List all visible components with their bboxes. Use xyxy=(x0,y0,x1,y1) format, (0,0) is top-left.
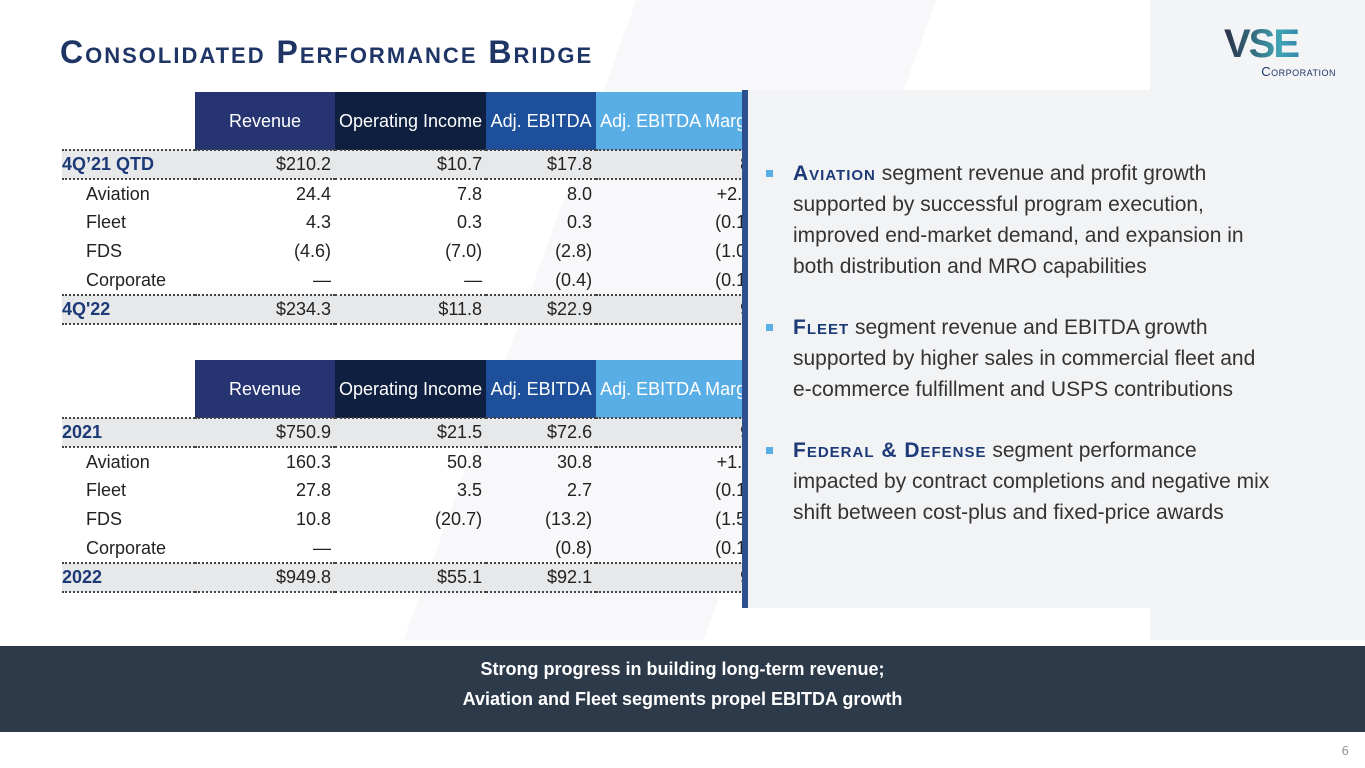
cell-value: $10.7 xyxy=(335,150,487,179)
summary-line: Aviation and Fleet segments propel EBITD… xyxy=(462,689,903,709)
annual-bridge-table: Revenue Operating Income Adj. EBITDA Adj. E… xyxy=(62,360,786,593)
logo-sub: Corporation xyxy=(1261,64,1336,79)
cell-value: (2.8) xyxy=(555,241,593,261)
cell-value: 10.8 xyxy=(295,509,331,529)
column-header: Adj. EBITDA xyxy=(486,92,597,150)
quarterly-bridge-table: Revenue Operating Income Adj. EBITDA Adj. E… xyxy=(62,92,786,325)
cell-value: 50.8 xyxy=(447,451,483,472)
bullet-aviation: Aviation segment revenue and profit grow… xyxy=(766,158,1272,282)
row-label: Aviation xyxy=(86,451,150,472)
total-row: 2021$750.9$21.5$72.69.7% xyxy=(62,418,786,447)
cell-value: (20.7) xyxy=(435,509,483,529)
cell-value: (0.4) xyxy=(486,266,597,296)
cell-value: 8.0 xyxy=(567,183,593,204)
bullet-text: segment revenue and EBITDA growth suppor… xyxy=(793,316,1256,401)
row-label: Fleet xyxy=(86,480,127,500)
bullet-head: Federal & Defense xyxy=(793,439,987,462)
cell-value: $21.5 xyxy=(335,418,487,447)
table-row: Corporate—(0.8)(0.1) pts xyxy=(62,534,786,564)
cell-value: 24.4 xyxy=(295,183,331,204)
row-label: Aviation xyxy=(86,183,150,204)
cell-value: $949.8 xyxy=(195,563,335,592)
logo-main: VSE xyxy=(1224,24,1336,64)
cell-value: $17.8 xyxy=(486,150,597,179)
column-header: Operating Income xyxy=(335,92,487,150)
column-header: Adj. EBITDA xyxy=(486,360,597,418)
bullet-fleet: Fleet segment revenue and EBITDA growth … xyxy=(766,312,1272,405)
cell-value: $92.1 xyxy=(486,563,597,592)
vse-logo: VSE Corporation xyxy=(1224,24,1336,80)
cell-value xyxy=(335,534,487,564)
row-label: 4Q’21 QTD xyxy=(62,150,195,179)
total-row: 4Q'22$234.3$11.8$22.99.8% xyxy=(62,295,786,324)
cell-value: 3.5 xyxy=(457,480,483,500)
header-blank xyxy=(62,360,195,418)
cell-value: (7.0) xyxy=(445,241,483,261)
row-label: FDS xyxy=(86,509,122,529)
table-row: Corporate——(0.4)(0.1) pts xyxy=(62,266,786,296)
bullet-head: Aviation xyxy=(793,162,876,185)
cell-value: $750.9 xyxy=(195,418,335,447)
cell-value: (0.8) xyxy=(486,534,597,564)
cell-value: 4.3 xyxy=(305,212,331,232)
page-title: Consolidated Performance Bridge xyxy=(60,34,594,70)
cell-value: — xyxy=(195,534,335,564)
bullet-icon xyxy=(766,324,773,331)
cell-value: $234.3 xyxy=(195,295,335,324)
cell-value: 0.3 xyxy=(457,212,483,232)
header-row: Revenue Operating Income Adj. EBITDA Adj. E… xyxy=(62,360,786,418)
row-label: 2021 xyxy=(62,418,195,447)
cell-value: (4.6) xyxy=(293,241,331,261)
row-label: 2022 xyxy=(62,563,195,592)
cell-value: 27.8 xyxy=(295,480,331,500)
column-header: Revenue xyxy=(195,360,335,418)
row-label: FDS xyxy=(86,241,122,261)
cell-value: — xyxy=(195,266,335,296)
header-blank xyxy=(62,92,195,150)
column-header: Revenue xyxy=(195,92,335,150)
commentary-panel: Aviation segment revenue and profit grow… xyxy=(742,90,1302,608)
cell-value: (13.2) xyxy=(545,509,593,529)
bullet-text: segment revenue and profit growth suppor… xyxy=(793,162,1244,278)
cell-value: 7.8 xyxy=(457,183,483,204)
cell-value: $22.9 xyxy=(486,295,597,324)
row-label: Corporate xyxy=(62,534,195,564)
total-row: 2022$949.8$55.1$92.19.7% xyxy=(62,563,786,592)
cell-value: $210.2 xyxy=(195,150,335,179)
bullet-icon xyxy=(766,170,773,177)
row-label: 4Q'22 xyxy=(62,295,195,324)
cell-value: $11.8 xyxy=(335,295,487,324)
cell-value: 0.3 xyxy=(567,212,593,232)
cell-value: $72.6 xyxy=(486,418,597,447)
summary-banner: Strong progress in building long-term re… xyxy=(0,646,1365,732)
bullet-text: segment performance impacted by contract… xyxy=(793,439,1270,524)
bullet-head: Fleet xyxy=(793,316,850,339)
cell-value: 160.3 xyxy=(285,451,331,472)
cell-value: — xyxy=(335,266,487,296)
row-label: Fleet xyxy=(86,212,127,232)
bullet-federal-defense: Federal & Defense segment performance im… xyxy=(766,435,1272,528)
table-row: FDS(4.6)(7.0)(2.8)(1.0) pts xyxy=(62,237,785,266)
cell-value: 30.8 xyxy=(557,451,593,472)
bullet-icon xyxy=(766,447,773,454)
header-row: Revenue Operating Income Adj. EBITDA Adj. E… xyxy=(62,92,786,150)
summary-line: Strong progress in building long-term re… xyxy=(480,659,885,679)
cell-value: 2.7 xyxy=(567,480,593,500)
total-row: 4Q’21 QTD$210.2$10.7$17.88.5% xyxy=(62,150,786,179)
row-label: Corporate xyxy=(62,266,195,296)
page-number: 6 xyxy=(1341,744,1349,758)
column-header: Operating Income xyxy=(335,360,487,418)
cell-value: $55.1 xyxy=(335,563,487,592)
